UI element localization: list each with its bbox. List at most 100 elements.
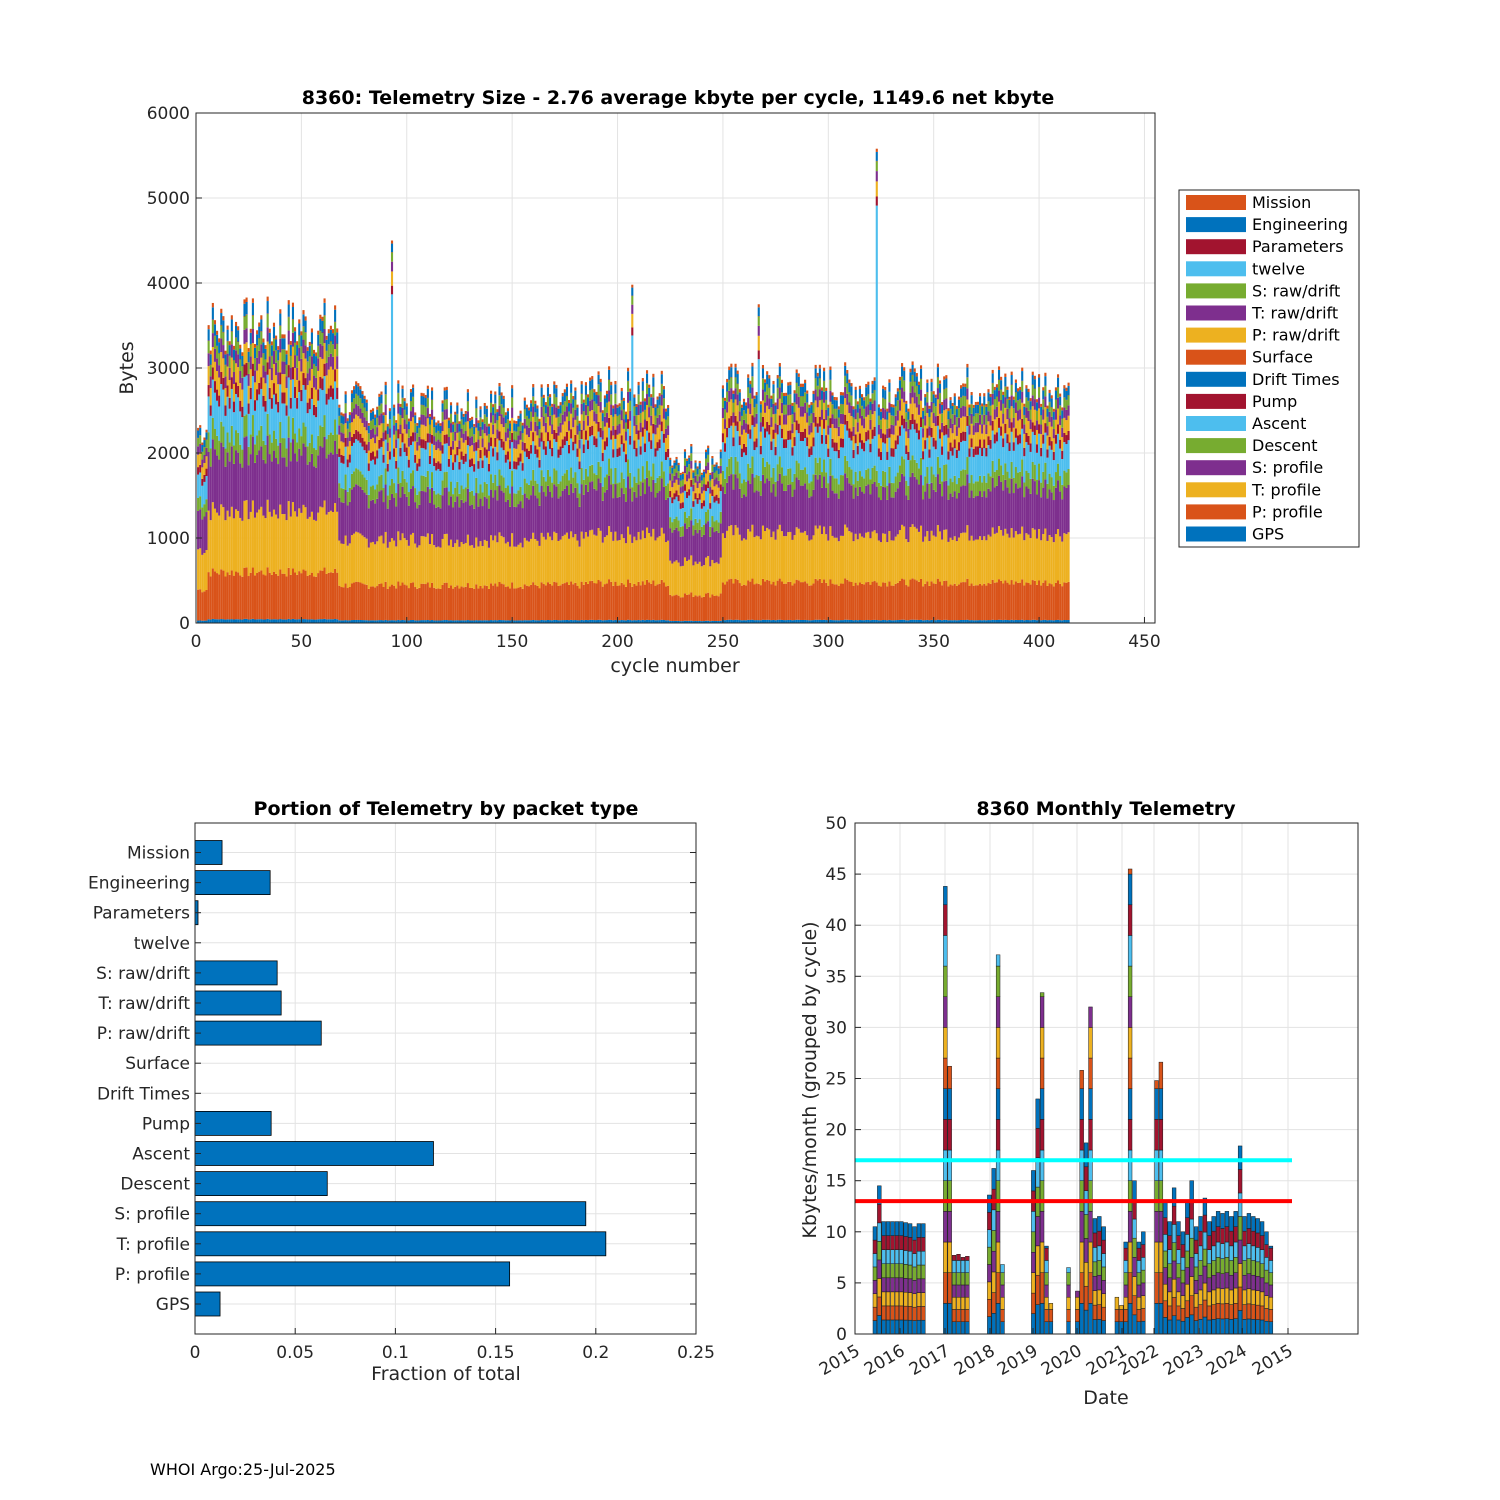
bar-segment [614, 403, 617, 415]
bar-segment [527, 484, 531, 500]
bar-segment [886, 485, 889, 500]
bar-segment [546, 387, 550, 397]
bar-segment [502, 584, 505, 621]
bar-segment [580, 468, 583, 485]
bar-segment [323, 298, 326, 303]
bar-segment [412, 384, 415, 388]
bar-segment [675, 560, 678, 595]
bar-segment [863, 428, 866, 443]
bar-segment [871, 384, 874, 394]
bar-segment [683, 593, 687, 621]
bar-segment [312, 349, 316, 354]
bar-segment [279, 619, 282, 623]
bar-segment [230, 319, 233, 332]
bar-segment [243, 343, 246, 365]
bar-segment [568, 400, 571, 404]
bar-segment [498, 440, 501, 470]
bar-segment [926, 581, 929, 620]
bar-segment [302, 385, 305, 423]
bar-segment [272, 326, 276, 339]
bar-segment [903, 459, 906, 477]
bar-segment [605, 422, 609, 438]
bar-segment [222, 426, 225, 447]
bar-segment [388, 411, 391, 420]
bar-segment [882, 407, 885, 419]
bar-segment [804, 379, 807, 384]
bar-segment [363, 407, 366, 418]
bar-segment [251, 363, 254, 377]
bar-segment [359, 389, 362, 399]
bar-segment [426, 442, 429, 471]
bar-segment [568, 480, 571, 495]
bar-segment [582, 430, 585, 445]
bar-segment [928, 541, 931, 586]
bar-segment [253, 343, 257, 348]
bar-segment [224, 415, 227, 449]
bar-segment [776, 409, 779, 425]
bar-segment [578, 469, 581, 494]
bar-segment [667, 448, 670, 458]
bar-segment [955, 409, 958, 418]
bar-segment [466, 620, 469, 623]
bar-segment [447, 505, 450, 546]
bar-segment [995, 417, 998, 433]
bar-segment [976, 496, 980, 540]
bar-segment [270, 574, 273, 620]
bar-segment [517, 465, 520, 491]
bar-segment [285, 520, 288, 577]
bar-segment [420, 536, 423, 584]
bar-segment [601, 413, 604, 422]
bar-segment [936, 377, 939, 389]
bar-segment [546, 469, 550, 486]
bar-segment [350, 583, 354, 621]
bar-segment [270, 461, 273, 517]
bar-segment [981, 456, 984, 483]
bar-segment [232, 345, 235, 350]
bar-segment [934, 491, 937, 537]
bar-segment [766, 405, 769, 422]
bar-segment [393, 407, 396, 416]
bar-segment [435, 494, 438, 508]
bar-segment [291, 417, 295, 440]
bar-segment [403, 584, 406, 621]
bar-segment [506, 428, 509, 438]
bar-segment [901, 456, 904, 474]
bar-segment [519, 620, 522, 623]
bar-segment [496, 486, 499, 501]
bar-segment [464, 461, 467, 488]
bar-segment [321, 507, 324, 571]
bar-segment [624, 422, 628, 432]
bar-segment [856, 404, 859, 413]
bar-segment [447, 420, 450, 429]
bar-segment [361, 446, 364, 475]
bar-segment [336, 356, 339, 369]
bar-segment [538, 429, 541, 439]
bar-segment [435, 588, 438, 621]
bar-segment [709, 597, 712, 622]
bar-segment [970, 490, 973, 536]
bar-segment [572, 399, 575, 408]
bar-segment [260, 344, 263, 358]
bar-segment [460, 541, 463, 587]
bar-segment [338, 483, 341, 498]
bar-segment [987, 583, 990, 621]
bar-segment [801, 386, 805, 397]
bar-segment [551, 424, 554, 434]
bar-segment [340, 454, 343, 463]
bar-segment [294, 331, 297, 343]
bar-segment [268, 511, 271, 573]
bar-segment [527, 541, 531, 587]
bar-segment [203, 591, 206, 621]
bar-segment [401, 442, 404, 471]
bar-segment [504, 502, 507, 544]
bar-segment [863, 493, 866, 538]
bar-segment [473, 464, 476, 472]
bar-segment [949, 620, 952, 623]
bar-segment [213, 381, 217, 393]
bar-segment [397, 483, 400, 532]
bar-segment [721, 433, 724, 443]
bar-segment [877, 497, 880, 541]
bar-segment [761, 426, 765, 458]
bar-segment [812, 422, 815, 438]
bar-segment [844, 619, 847, 623]
